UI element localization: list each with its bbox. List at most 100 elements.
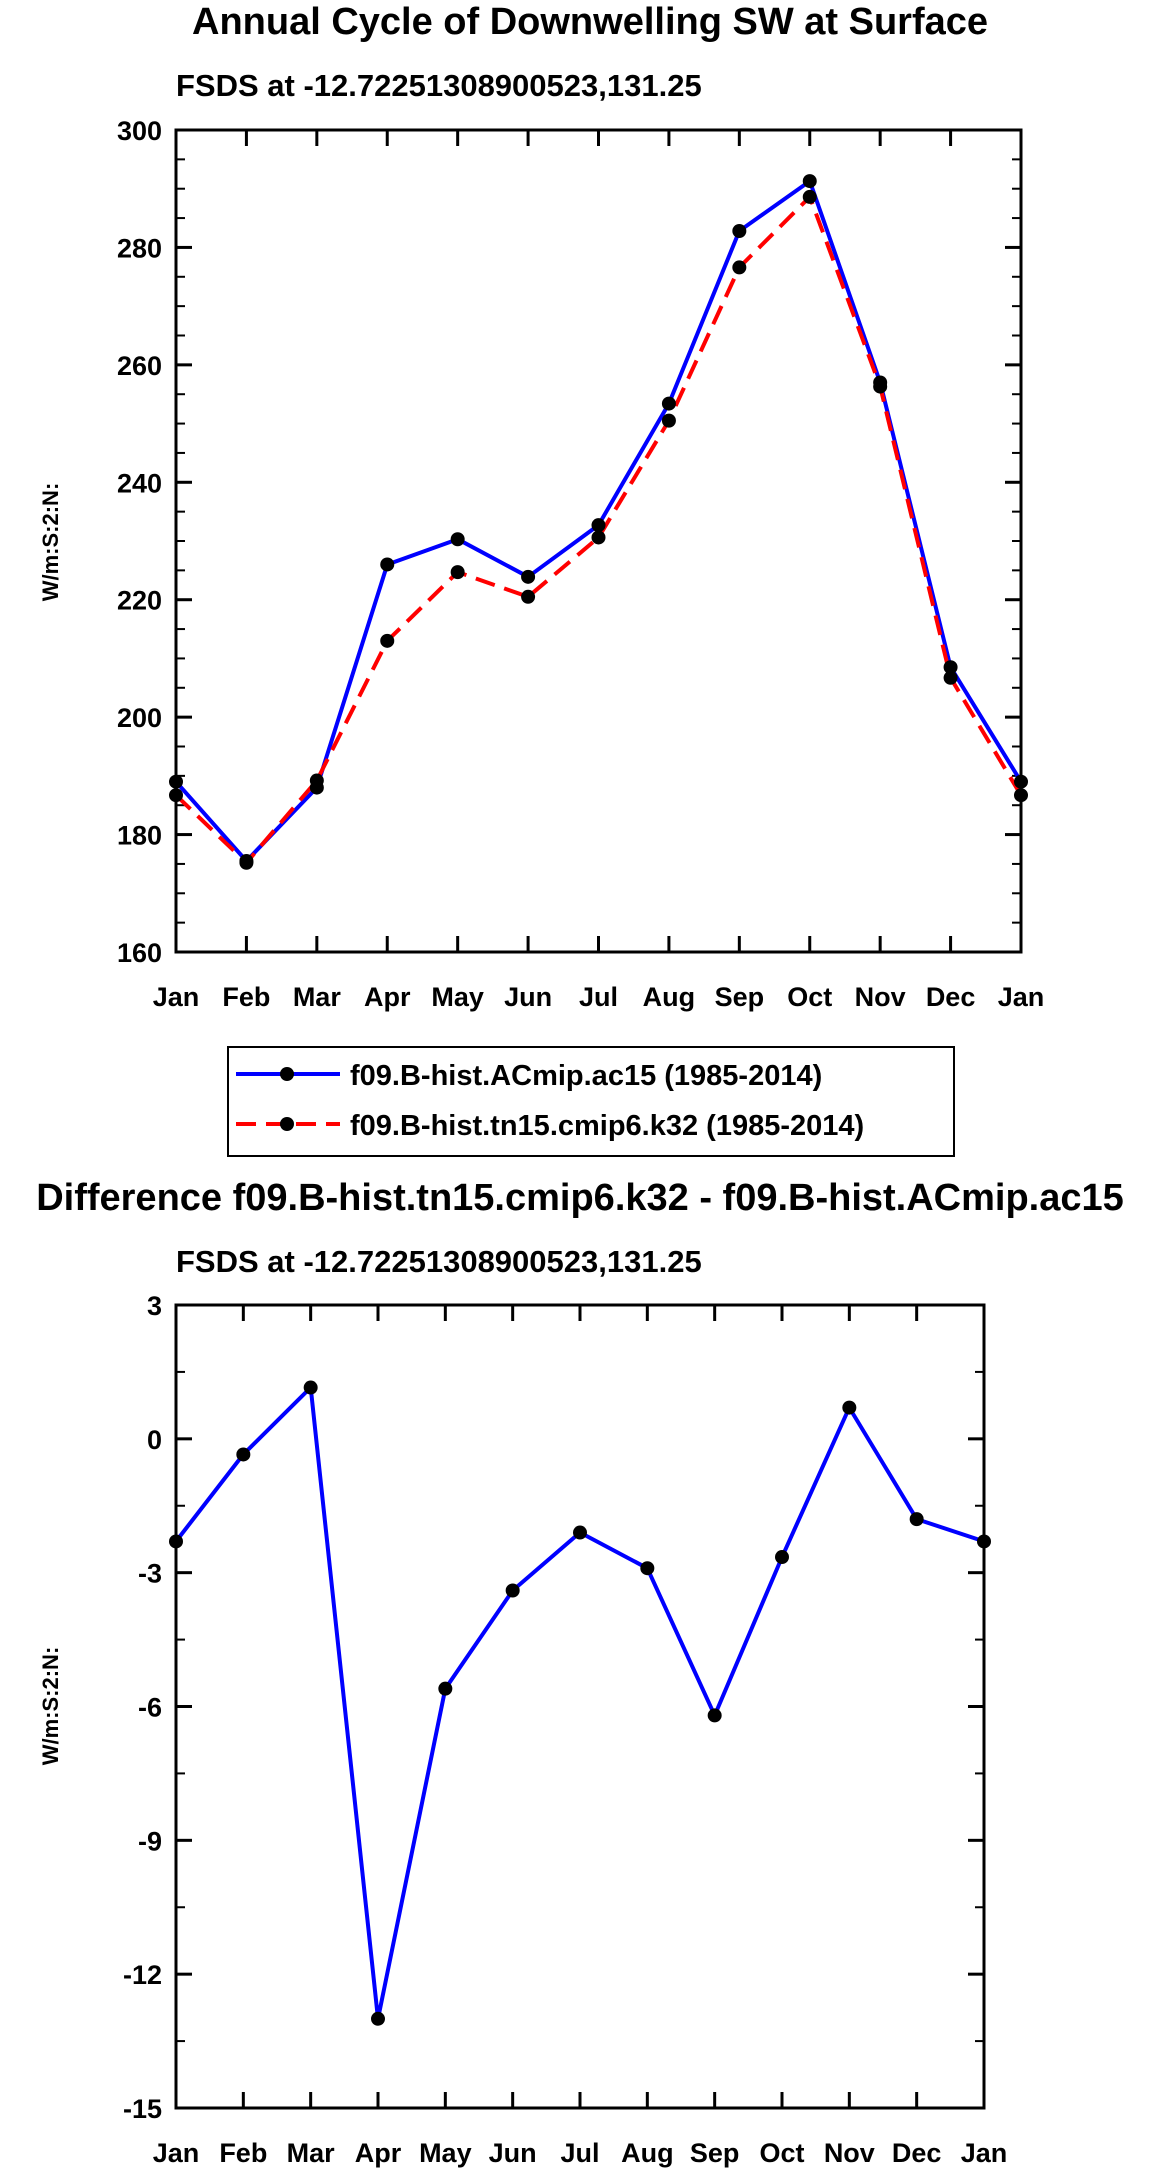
data-point (450, 565, 465, 580)
data-point (640, 1561, 655, 1576)
data-point (505, 1583, 520, 1598)
chart-subtitle: FSDS at -12.72251308900523,131.25 (176, 68, 702, 103)
axis-ticks (174, 128, 1023, 954)
y-tick-label: 240 (117, 468, 162, 498)
data-point (236, 1447, 251, 1462)
x-tick-label: Dec (926, 982, 976, 1012)
legend-marker-series-2 (280, 1117, 294, 1131)
x-tick-label: Jan (153, 982, 200, 1012)
data-point (239, 855, 254, 870)
chart-title: Annual Cycle of Downwelling SW at Surfac… (192, 1, 988, 43)
x-tick-label: Jan (998, 982, 1045, 1012)
data-point (303, 1380, 318, 1395)
x-tick-label: Jul (579, 982, 618, 1012)
x-tick-label: Feb (219, 2138, 267, 2168)
y-tick-label: 180 (117, 821, 162, 851)
data-point (775, 1550, 789, 1565)
data-point (661, 396, 676, 411)
data-point (380, 557, 395, 572)
axis-ticks (174, 1303, 986, 2110)
data-point (591, 530, 606, 545)
data-point (521, 589, 536, 604)
legend: f09.B-hist.ACmip.ac15 (1985-2014) f09.B-… (227, 1046, 955, 1157)
data-point (707, 1708, 722, 1723)
series-line-1 (174, 1385, 985, 2021)
y-tick-label: 220 (117, 586, 162, 616)
data-point (977, 1534, 991, 1549)
x-tick-label: Jun (489, 2138, 537, 2168)
x-tick-label: Jan (153, 2138, 200, 2168)
x-tick-label: Aug (621, 2138, 673, 2168)
y-tick-label: -6 (138, 1693, 162, 1723)
data-point (450, 532, 465, 547)
data-point (873, 379, 888, 394)
x-tick-label: Apr (355, 2138, 402, 2168)
x-tick-label: Aug (643, 982, 695, 1012)
y-tick-label: -12 (123, 1960, 162, 1990)
legend-label-series-2: f09.B-hist.tn15.cmip6.k32 (1985-2014) (350, 1110, 864, 1142)
y-tick-label: 260 (117, 351, 162, 381)
y-tick-label: 160 (117, 938, 162, 968)
y-tick-label: 300 (117, 116, 162, 146)
plot-frame (174, 1303, 986, 2110)
y-axis-label: W/m:S:2:N: (38, 483, 63, 602)
y-tick-label: -3 (138, 1559, 162, 1589)
legend-box (227, 1046, 955, 1157)
data-point (438, 1681, 453, 1696)
data-point (573, 1525, 587, 1540)
legend-label-series-1: f09.B-hist.ACmip.ac15 (1985-2014) (350, 1060, 822, 1092)
y-tick-label: -9 (138, 1826, 162, 1856)
data-point (309, 773, 324, 788)
x-tick-label: Apr (364, 982, 411, 1012)
data-point (521, 569, 536, 584)
data-point (909, 1512, 924, 1527)
data-point (591, 518, 606, 533)
data-point (1014, 788, 1028, 803)
series-points (169, 174, 1028, 870)
y-tick-label: 280 (117, 233, 162, 263)
data-point (842, 1400, 857, 1415)
x-tick-label: Mar (287, 2138, 336, 2168)
x-tick-label: Mar (293, 982, 342, 1012)
data-point (802, 189, 817, 204)
x-tick-label: Jan (961, 2138, 1008, 2168)
x-tick-label: Nov (824, 2138, 875, 2168)
y-tick-label: 0 (147, 1425, 162, 1455)
annual-cycle-chart: Annual Cycle of Downwelling SW at Surfac… (38, 1, 1044, 1012)
y-tick-labels: 160 180 200 220 240 260 280 300 (117, 116, 162, 968)
data-point (1014, 774, 1028, 789)
chart-subtitle: FSDS at -12.72251308900523,131.25 (176, 1244, 702, 1279)
x-tick-label: Jun (504, 982, 552, 1012)
y-axis-label: W/m:S:2:N: (38, 1647, 63, 1766)
x-tick-label: May (431, 982, 484, 1012)
data-point (732, 223, 747, 238)
series-points (169, 1380, 991, 2026)
x-tick-label: Feb (222, 982, 270, 1012)
x-tick-label: Dec (892, 2138, 942, 2168)
data-point (802, 174, 817, 189)
data-point (661, 413, 676, 428)
data-point (169, 774, 183, 789)
x-tick-label: Sep (715, 982, 765, 1012)
x-tick-labels: Jan Feb Mar Apr May Jun Jul Aug Sep Oct Nov Dec Jan (153, 982, 1045, 1012)
y-tick-label: -15 (123, 2094, 162, 2124)
y-tick-label: 200 (117, 703, 162, 733)
data-point (943, 670, 958, 685)
difference-chart: Difference f09.B-hist.tn15.cmip6.k32 - f… (36, 1177, 1124, 2168)
chart-title: Difference f09.B-hist.tn15.cmip6.k32 - f… (36, 1177, 1124, 1219)
legend-marker-series-1 (280, 1067, 294, 1081)
x-tick-label: Sep (690, 2138, 740, 2168)
y-tick-labels: -15 -12 -9 -6 -3 0 3 (123, 1291, 162, 2124)
x-tick-label: Nov (855, 982, 906, 1012)
data-point (732, 260, 747, 275)
x-tick-labels: Jan Feb Mar Apr May Jun Jul Aug Sep Oct Nov Dec Jan (153, 2138, 1008, 2168)
x-tick-label: Oct (759, 2138, 804, 2168)
data-point (371, 2011, 385, 2026)
series-lines (174, 1385, 985, 2021)
x-tick-label: Oct (787, 982, 832, 1012)
data-point (169, 788, 183, 803)
data-point (943, 660, 958, 675)
x-tick-label: May (419, 2138, 472, 2168)
data-point (169, 1534, 183, 1549)
